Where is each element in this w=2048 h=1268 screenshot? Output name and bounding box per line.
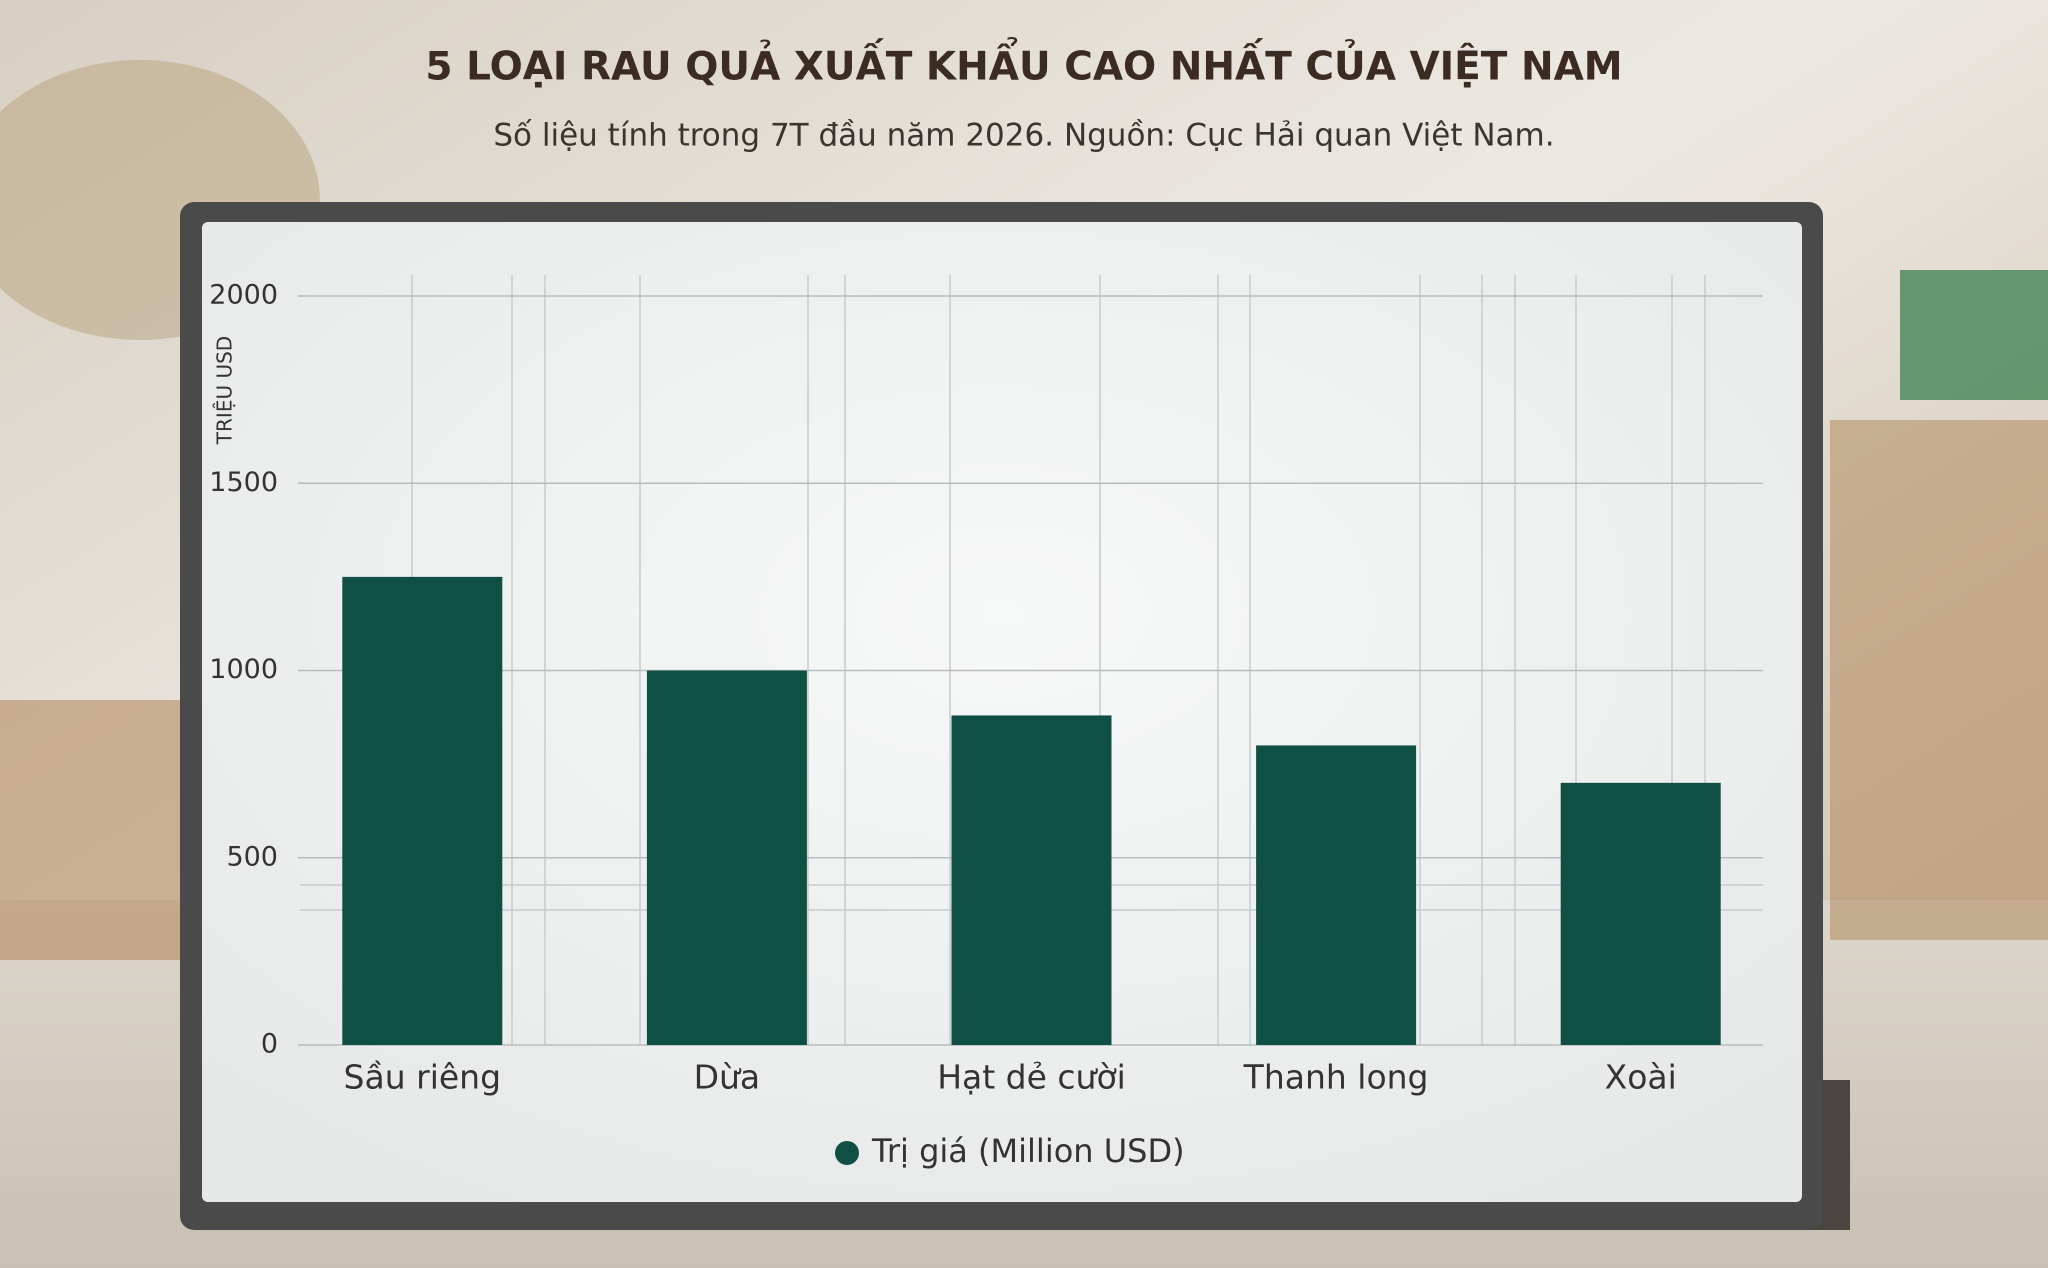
x-tick-label: Sầu riêng (344, 1058, 501, 1097)
x-tick-label: Thanh long (1243, 1058, 1429, 1097)
legend-label: Trị giá (Million USD) (871, 1132, 1185, 1170)
y-tick-label: 1500 (209, 467, 278, 498)
bar (646, 670, 807, 1045)
x-tick-label: Dừa (694, 1058, 761, 1097)
legend-marker (835, 1141, 859, 1165)
stall-blur (1830, 420, 2048, 940)
bar (951, 715, 1112, 1045)
bar (1256, 745, 1417, 1045)
chart-subtitle: Số liệu tính trong 7T đầu năm 2026. Nguồ… (493, 118, 1554, 154)
y-tick-label: 2000 (209, 280, 278, 311)
chart-title: 5 LOẠI RAU QUẢ XUẤT KHẨU CAO NHẤT CỦA VI… (425, 37, 1622, 90)
bar (1560, 782, 1721, 1045)
y-axis-label: TRIỆU USD (213, 336, 237, 445)
x-tick-label: Hạt dẻ cười (937, 1058, 1126, 1097)
x-tick-label: Xoài (1605, 1058, 1677, 1097)
y-tick-label: 500 (226, 841, 278, 872)
sign-blur (1900, 270, 2048, 400)
y-tick-label: 0 (261, 1029, 278, 1060)
stall-blur (0, 700, 180, 960)
bar (342, 576, 503, 1045)
y-tick-label: 1000 (209, 654, 278, 685)
